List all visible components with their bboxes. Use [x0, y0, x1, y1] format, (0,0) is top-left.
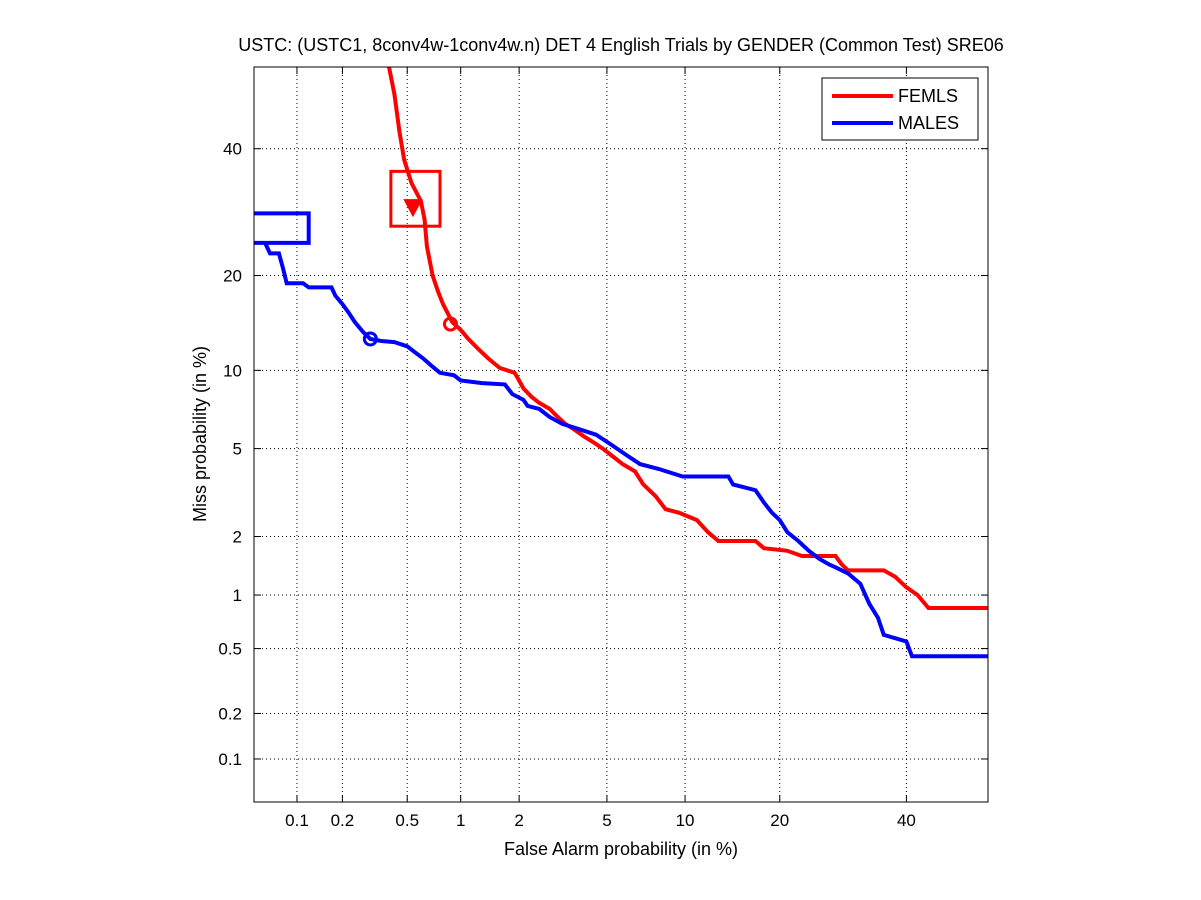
x-tick-label-0: 0.1 — [285, 811, 309, 830]
x-tick-label-1: 0.2 — [331, 811, 355, 830]
y-tick-label-3: 1 — [233, 586, 242, 605]
y-tick-label-1: 0.2 — [218, 704, 242, 723]
y-tick-label-4: 2 — [233, 528, 242, 547]
legend-label-males: MALES — [898, 113, 959, 133]
marker-femls-circle — [442, 316, 458, 332]
y-tick-label-8: 40 — [223, 140, 242, 159]
marker-femls-triangle-down — [403, 199, 423, 218]
y-tick-label-6: 10 — [223, 361, 242, 380]
x-tick-label-3: 1 — [456, 811, 465, 830]
chart-title: USTC: (USTC1, 8conv4w-1conv4w.n) DET 4 E… — [238, 35, 1004, 55]
plot-frame — [253, 66, 989, 803]
y-tick-label-5: 5 — [233, 440, 242, 459]
series-lines — [254, 67, 988, 659]
axis-ticks: 0.1 0.2 0.5 1 2 5 10 20 40 0.1 0.2 0.5 1 2 5 10 20 40 — [218, 67, 988, 830]
x-tick-label-5: 5 — [602, 811, 611, 830]
legend: FEMLS MALES — [821, 77, 979, 141]
legend-label-femls: FEMLS — [898, 86, 958, 106]
x-tick-label-4: 2 — [514, 811, 523, 830]
x-tick-label-8: 40 — [897, 811, 916, 830]
confidence-box-femls — [389, 169, 442, 228]
confidence-boxes — [389, 169, 442, 228]
grid — [254, 67, 988, 802]
y-tick-label-0: 0.1 — [218, 750, 242, 769]
y-axis-label: Miss probability (in %) — [190, 346, 210, 522]
y-tick-label-7: 20 — [223, 267, 242, 286]
x-tick-label-6: 10 — [676, 811, 695, 830]
operating-point-markers — [362, 199, 458, 347]
x-axis-label: False Alarm probability (in %) — [504, 839, 738, 859]
legend-box — [821, 77, 979, 141]
marker-males-circle — [362, 331, 378, 347]
x-tick-label-7: 20 — [770, 811, 789, 830]
y-tick-label-2: 0.5 — [218, 640, 242, 659]
x-tick-label-2: 0.5 — [395, 811, 419, 830]
series-line-males — [254, 211, 988, 659]
